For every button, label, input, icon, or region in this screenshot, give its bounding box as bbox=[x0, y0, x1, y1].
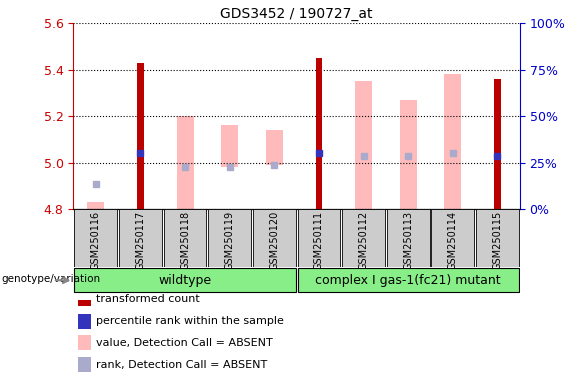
Text: rank, Detection Call = ABSENT: rank, Detection Call = ABSENT bbox=[95, 359, 267, 369]
Text: GSM250114: GSM250114 bbox=[448, 211, 458, 270]
Text: GSM250120: GSM250120 bbox=[270, 211, 279, 270]
Title: GDS3452 / 190727_at: GDS3452 / 190727_at bbox=[220, 7, 373, 21]
Bar bbox=[432, 209, 474, 267]
Bar bbox=[79, 314, 90, 329]
Text: complex I gas-1(fc21) mutant: complex I gas-1(fc21) mutant bbox=[315, 274, 501, 287]
Text: GSM250117: GSM250117 bbox=[136, 211, 145, 270]
Text: transformed count: transformed count bbox=[95, 294, 199, 304]
Bar bbox=[79, 357, 90, 372]
Bar bbox=[387, 209, 429, 267]
Text: genotype/variation: genotype/variation bbox=[2, 274, 101, 284]
Bar bbox=[298, 268, 519, 293]
Bar bbox=[253, 209, 295, 267]
Bar bbox=[79, 291, 90, 306]
Bar bbox=[494, 79, 501, 209]
Text: GSM250116: GSM250116 bbox=[91, 211, 101, 270]
Text: wildtype: wildtype bbox=[158, 274, 212, 287]
Text: GSM250119: GSM250119 bbox=[225, 211, 234, 270]
Bar bbox=[176, 116, 194, 209]
Bar bbox=[79, 335, 90, 350]
Text: GSM250115: GSM250115 bbox=[493, 211, 502, 270]
Text: GSM250113: GSM250113 bbox=[403, 211, 413, 270]
Bar bbox=[119, 209, 162, 267]
Bar bbox=[137, 63, 144, 209]
Bar bbox=[208, 209, 251, 267]
Bar bbox=[342, 209, 385, 267]
Text: GSM250112: GSM250112 bbox=[359, 211, 368, 270]
Text: GSM250118: GSM250118 bbox=[180, 211, 190, 270]
Bar bbox=[75, 268, 295, 293]
Text: value, Detection Call = ABSENT: value, Detection Call = ABSENT bbox=[95, 338, 272, 348]
Bar bbox=[75, 209, 117, 267]
Bar bbox=[316, 58, 322, 209]
Bar bbox=[298, 209, 340, 267]
Bar bbox=[164, 209, 206, 267]
Bar bbox=[399, 100, 417, 209]
Bar bbox=[221, 126, 238, 167]
Bar bbox=[266, 130, 283, 165]
Bar bbox=[87, 202, 105, 209]
Text: percentile rank within the sample: percentile rank within the sample bbox=[95, 316, 284, 326]
Bar bbox=[476, 209, 519, 267]
Text: GSM250111: GSM250111 bbox=[314, 211, 324, 270]
Bar bbox=[444, 74, 462, 209]
Bar bbox=[355, 81, 372, 209]
